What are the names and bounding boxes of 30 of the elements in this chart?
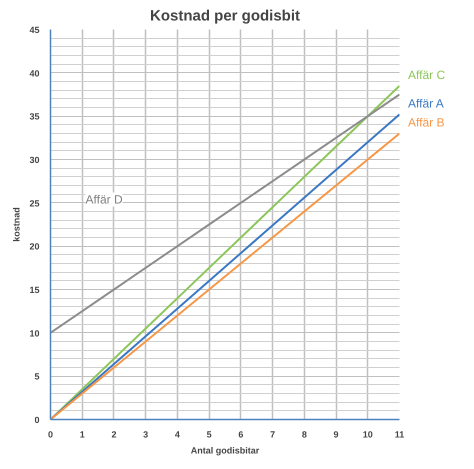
series-label: Affär C: [408, 68, 446, 82]
line-series: [50, 94, 400, 334]
x-tick-label: 4: [174, 430, 180, 440]
x-tick-label: 7: [270, 430, 276, 440]
x-axis-title: Antal godisbitar: [190, 446, 260, 456]
y-tick-label: 45: [29, 25, 40, 35]
series-label: Affär A: [408, 96, 444, 110]
x-tick-label: 1: [80, 430, 85, 440]
x-tick-label: 11: [394, 430, 404, 440]
y-axis-title: kostnad: [11, 207, 22, 242]
x-tick-label: 0: [48, 430, 54, 440]
x-tick-label: 9: [334, 430, 339, 440]
x-tick-label: 2: [111, 430, 116, 440]
y-tick-label: 5: [34, 372, 40, 382]
y-tick-label: 30: [29, 155, 40, 165]
x-tick-label: 10: [362, 430, 373, 440]
x-tick-label: 3: [143, 430, 148, 440]
series-label: Affär B: [408, 116, 444, 130]
annotation: Affär D: [86, 192, 123, 206]
y-tick-label: 10: [29, 328, 40, 338]
x-tick-label: 8: [302, 430, 307, 440]
x-tick-label: 6: [238, 430, 244, 440]
x-tick-label: 5: [206, 430, 212, 440]
y-tick-label: 35: [29, 112, 40, 122]
y-tick-label: 15: [29, 285, 40, 295]
y-tick-label: 25: [29, 198, 40, 208]
y-tick-label: 20: [29, 242, 40, 252]
chart-title: Kostnad per godisbit: [150, 8, 300, 24]
y-tick-label: 40: [29, 68, 40, 78]
y-tick-label: 0: [34, 415, 40, 425]
